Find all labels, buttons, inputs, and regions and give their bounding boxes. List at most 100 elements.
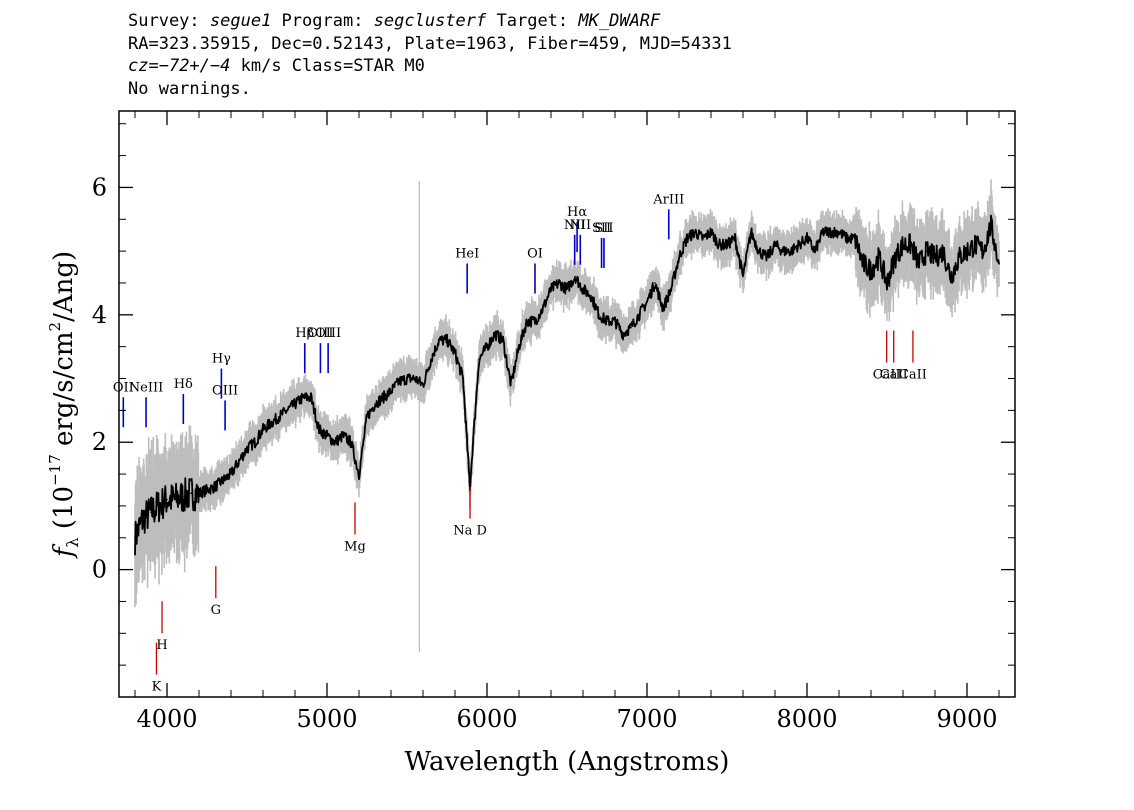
- flux-point: [966, 250, 968, 252]
- flux-point: [982, 250, 984, 252]
- flux-point: [846, 237, 848, 240]
- flux-point: [598, 314, 600, 316]
- flux-point: [294, 403, 296, 405]
- flux-point: [230, 473, 232, 475]
- y-axis-exp: −17: [46, 454, 64, 486]
- flux-point: [246, 447, 248, 450]
- emission-line-label: Hβ: [295, 326, 314, 341]
- flux-point: [150, 511, 152, 514]
- emission-line-label: OIII: [212, 383, 238, 398]
- flux-point: [390, 390, 392, 393]
- flux-point: [502, 339, 504, 342]
- x-tick-label: 4000: [136, 705, 197, 733]
- flux-point: [182, 495, 184, 498]
- y-axis-symbol-sub: λ: [63, 537, 82, 547]
- absorption-line-label: Mg: [344, 540, 366, 555]
- flux-point: [526, 320, 528, 322]
- flux-point: [350, 441, 352, 444]
- flux-point: [374, 403, 376, 405]
- flux-point: [662, 307, 664, 310]
- svg-text:fλ (10−17 erg/s/cm2/Ang): fλ (10−17 erg/s/cm2/Ang): [46, 251, 82, 559]
- flux-point: [950, 275, 952, 278]
- emission-line-label: Hγ: [212, 352, 231, 367]
- absorption-line-label: Na D: [453, 524, 487, 539]
- flux-point: [614, 320, 616, 322]
- flux-point: [510, 384, 512, 386]
- ticks-layer: 4000 5000 6000 7000 8000 9000 0 2 4 6: [92, 111, 1015, 733]
- flux-point: [630, 326, 632, 329]
- flux-point: [726, 243, 728, 246]
- flux-point: [174, 498, 176, 501]
- emission-line-label: OII: [113, 380, 134, 395]
- x-axis-title: Wavelength (Angstroms): [405, 747, 730, 777]
- flux-point: [166, 498, 168, 501]
- y-tick-label: 4: [92, 301, 107, 329]
- flux-point: [542, 307, 544, 310]
- flux-point: [590, 294, 592, 297]
- flux-point: [694, 231, 696, 233]
- flux-point: [454, 352, 456, 354]
- absorption-line-label: CaII: [899, 368, 927, 383]
- y-axis-title: fλ (10−17 erg/s/cm2/Ang): [46, 251, 82, 559]
- y-tick-label: 6: [92, 173, 107, 201]
- emission-line-label: NII: [564, 218, 586, 233]
- flux-point: [670, 288, 672, 291]
- emission-line-label: Hα: [567, 205, 587, 220]
- flux-point: [878, 256, 880, 259]
- flux-point: [326, 435, 328, 437]
- emission-line-label: Hδ: [174, 377, 193, 392]
- flux-point: [558, 282, 560, 284]
- absorption-line-label: CaII: [873, 368, 901, 383]
- flux-point: [638, 314, 640, 316]
- flux-layer: [134, 214, 1000, 556]
- flux-point: [422, 384, 424, 386]
- flux-point: [398, 380, 400, 383]
- y-axis-unit-c: /Ang): [49, 251, 79, 322]
- flux-point: [710, 231, 712, 233]
- flux-point: [822, 231, 824, 233]
- target-value: MK_DWARF: [578, 11, 661, 31]
- header-line-coordinates: RA=323.35915, Dec=0.52143, Plate=1963, F…: [128, 33, 732, 54]
- cz-label: cz: [128, 56, 149, 76]
- flux-point: [414, 377, 416, 380]
- flux-point: [342, 435, 344, 437]
- flux-point: [206, 489, 208, 491]
- flux-point: [382, 396, 384, 399]
- y-axis-unit-a: (10: [49, 486, 79, 538]
- flux-point: [734, 237, 736, 240]
- flux-point: [238, 460, 240, 463]
- flux-point: [958, 256, 960, 259]
- flux-point: [750, 231, 752, 233]
- y-axis-exp2: 2: [46, 322, 64, 332]
- cz-rest: km/s Class=STAR M0: [230, 56, 425, 76]
- flux-point: [190, 492, 192, 494]
- flux-point: [918, 263, 920, 265]
- flux-point: [902, 243, 904, 246]
- flux-point: [222, 479, 224, 482]
- target-label: Target:: [486, 11, 579, 31]
- flux-point: [134, 536, 136, 539]
- flux-point: [934, 256, 936, 259]
- y-tick-label: 2: [92, 428, 107, 456]
- flux-point: [974, 243, 976, 246]
- survey-label: Survey:: [128, 11, 210, 31]
- header-line-survey: Survey: segue1 Program: segclusterf Targ…: [128, 10, 732, 33]
- flux-point: [686, 237, 688, 240]
- flux-point: [534, 320, 536, 322]
- flux-point: [550, 288, 552, 291]
- emission-line-label: NeIII: [129, 380, 163, 395]
- flux-point: [718, 243, 720, 246]
- flux-point: [310, 396, 312, 399]
- emission-line-label: SII: [594, 221, 613, 236]
- program-label: Program:: [271, 11, 374, 31]
- x-tick-label: 8000: [776, 705, 837, 733]
- absorption-line-label: K: [152, 680, 162, 695]
- survey-value: segue1: [209, 11, 272, 31]
- flux-point: [798, 243, 800, 246]
- x-tick-label: 7000: [616, 705, 677, 733]
- flux-point: [334, 441, 336, 444]
- flux-point: [302, 396, 304, 399]
- flux-point: [214, 486, 216, 488]
- x-tick-label: 5000: [296, 705, 357, 733]
- flux-point: [566, 288, 568, 291]
